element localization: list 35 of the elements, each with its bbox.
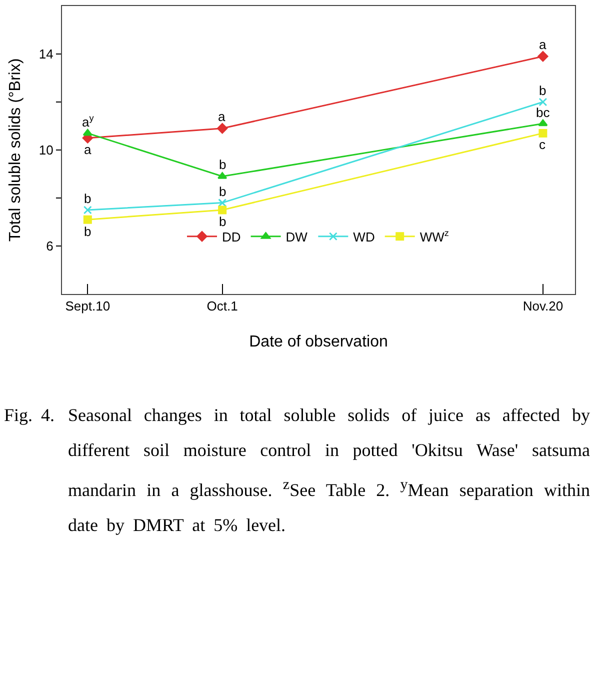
point bbox=[218, 172, 228, 179]
y-tick-label: 6 bbox=[46, 238, 54, 254]
point bbox=[218, 206, 227, 214]
annotation: a bbox=[218, 109, 226, 124]
annotation: b bbox=[219, 157, 226, 172]
annotation: a bbox=[539, 37, 547, 52]
legend-label: DD bbox=[222, 229, 241, 244]
point bbox=[538, 128, 548, 138]
legend-label: DW bbox=[286, 229, 308, 244]
annotation: a$^{y}$ bbox=[82, 113, 94, 130]
annotation: b bbox=[219, 184, 226, 199]
annotation: bc bbox=[536, 105, 550, 120]
annotation: c bbox=[539, 137, 546, 152]
legend-label: WD bbox=[353, 229, 375, 244]
legend-label: WW$^{z}$ bbox=[420, 228, 450, 244]
x-axis-title: Date of observation bbox=[249, 333, 388, 350]
point bbox=[217, 123, 228, 134]
point bbox=[82, 128, 92, 136]
y-tick-label: 10 bbox=[38, 142, 54, 158]
x-tick-label: Sept.10 bbox=[65, 298, 110, 314]
y-tick-label: 14 bbox=[38, 46, 54, 62]
text: Fig. 4. Seasonal changes in total soluble solids of juice as affected by different soil moisture control in potted 'Okitsu Wase' satsuma mandarin in a glasshouse. $^{z}$See Table 2. $^{y}$Mean separation within date by DMRT at 5% level. bbox=[4, 405, 590, 535]
x-tick-label: Nov.20 bbox=[522, 298, 564, 314]
y-axis-title: Total soluble solids (°Brix) bbox=[6, 58, 24, 242]
annotation: b bbox=[84, 224, 92, 239]
point bbox=[538, 119, 548, 126]
point bbox=[83, 215, 92, 224]
annotation: b bbox=[219, 214, 226, 229]
annotation: b bbox=[539, 83, 546, 98]
annotation: a bbox=[84, 142, 92, 157]
point bbox=[538, 98, 548, 106]
point bbox=[83, 206, 92, 214]
x-tick-label: Oct.1 bbox=[206, 298, 238, 314]
point bbox=[538, 51, 548, 62]
annotation: b bbox=[84, 191, 92, 206]
